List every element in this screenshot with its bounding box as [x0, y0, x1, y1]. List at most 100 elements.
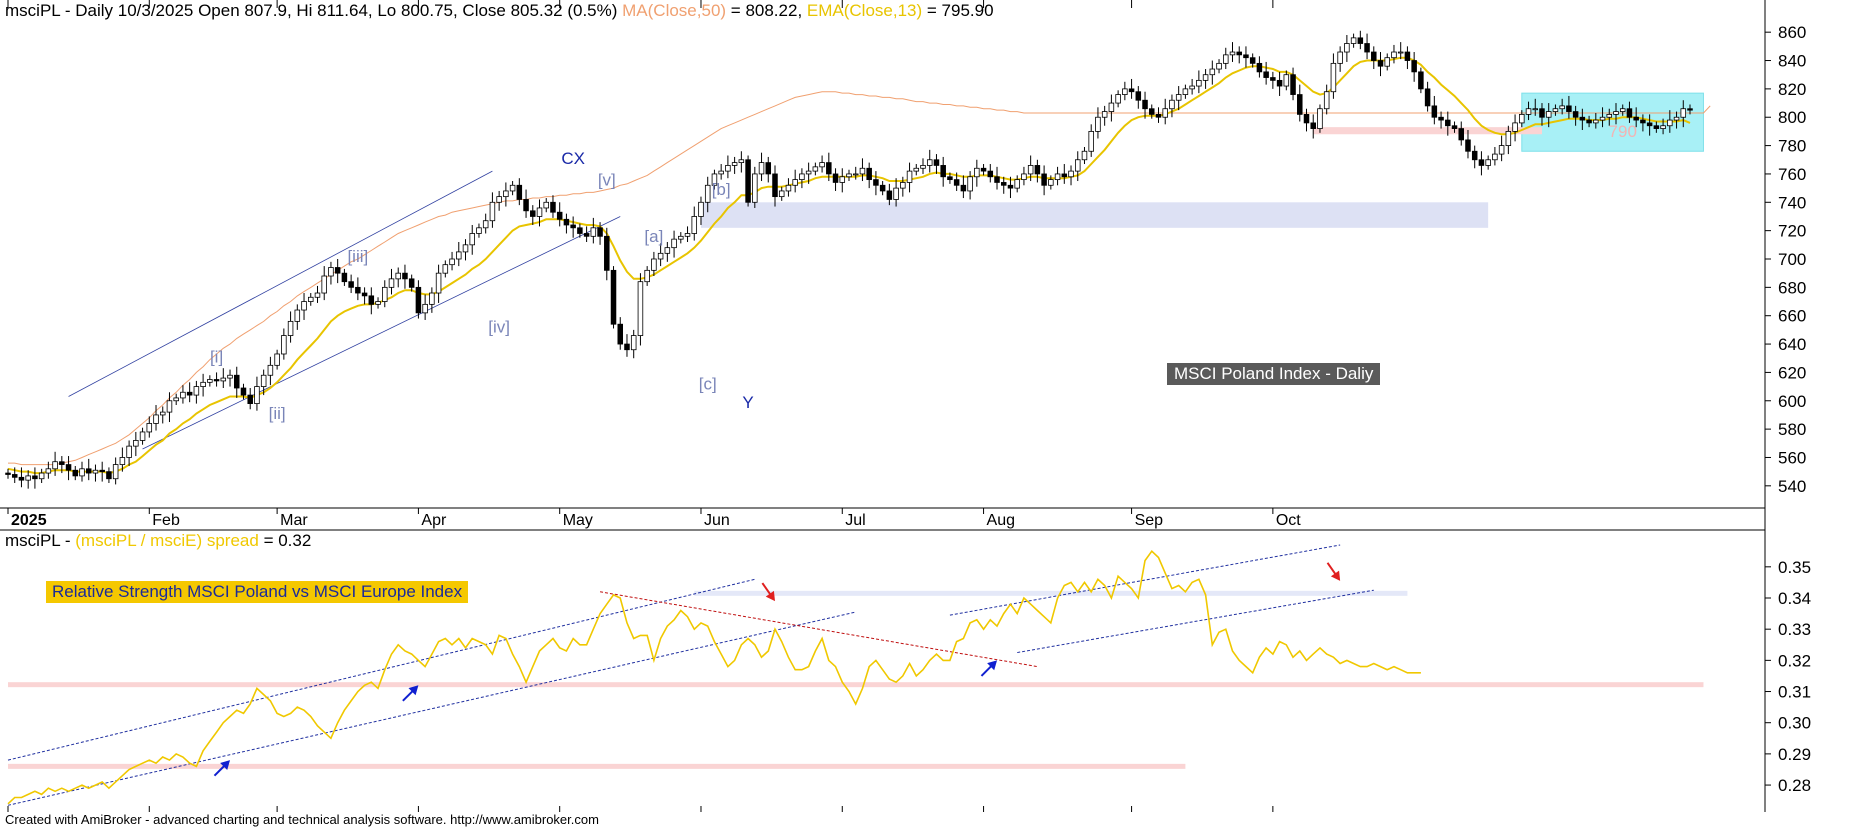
candle-body [1074, 159, 1081, 172]
candle-body [1377, 60, 1384, 67]
spread-y-tick-label: 0.32 [1778, 651, 1811, 670]
candle-body [1411, 60, 1417, 73]
candle-body [85, 468, 92, 474]
header-ema-value: = 795.90 [926, 1, 994, 20]
candle-body [1606, 114, 1613, 118]
candle-body [1431, 105, 1438, 118]
candle-body [375, 301, 381, 305]
candle-body [415, 286, 422, 314]
spread-y-tick-label: 0.35 [1778, 558, 1811, 577]
y-tick-label: 820 [1778, 80, 1806, 99]
candle-body [1525, 108, 1532, 115]
header-ema-label: EMA(Close,13) [806, 1, 923, 20]
annotation-label: 790 [1609, 122, 1637, 141]
candle-body [1135, 91, 1142, 101]
candle-body [987, 170, 994, 178]
candle-body [153, 414, 159, 424]
candle-body [940, 165, 946, 178]
candle-body [1000, 182, 1007, 186]
candle-body [772, 173, 778, 198]
candle-body [267, 364, 274, 376]
candle-body [1404, 51, 1411, 61]
candle-body [1371, 51, 1377, 61]
x-tick-label: Feb [152, 512, 180, 529]
spread-y-tick-label: 0.34 [1778, 589, 1811, 608]
candle-body [294, 309, 301, 322]
candle-body [1115, 94, 1121, 104]
candle-body [1297, 94, 1303, 115]
y-tick-label: 620 [1778, 363, 1806, 382]
spread-chart-title: Relative Strength MSCI Poland vs MSCI Eu… [46, 581, 469, 603]
spread-header-symbol: msciPL [5, 531, 61, 550]
candle-body [1021, 173, 1027, 181]
candle-body [1270, 77, 1276, 81]
candle-body [1149, 108, 1155, 115]
candle-body [59, 461, 65, 465]
footer-credit: Created with AmiBroker - advanced charti… [5, 812, 599, 827]
y-tick-label: 700 [1778, 250, 1806, 269]
candle-body [1229, 51, 1236, 56]
candle-body [933, 159, 940, 166]
candle-body [1182, 88, 1189, 95]
candle-body [879, 184, 886, 192]
candle-body [778, 190, 785, 198]
candle-body [173, 397, 179, 402]
candle-body [355, 286, 361, 294]
header-symbol: msciPL [5, 1, 61, 20]
candle-body [341, 272, 348, 283]
candle-body [1586, 119, 1592, 124]
candle-body [1034, 165, 1041, 175]
candle-body [1384, 57, 1390, 67]
candle-body [1512, 122, 1518, 132]
candle-body [1263, 71, 1269, 78]
candle-body [725, 165, 731, 172]
spread-y-tick-label: 0.30 [1778, 714, 1811, 733]
candle-body [1249, 57, 1256, 64]
arrow-down-2-head [1330, 570, 1341, 581]
candle-body [980, 167, 987, 172]
candle-body [893, 187, 899, 200]
candle-body [1175, 94, 1182, 101]
candle-body [805, 170, 812, 175]
spread-channel-upper-1 [7, 578, 755, 761]
candle-body [159, 411, 166, 416]
candle-body [281, 335, 287, 355]
candle-body [839, 176, 846, 183]
candle-body [1202, 74, 1209, 81]
candle-body [1619, 108, 1626, 112]
candle-body [1344, 43, 1350, 53]
y-tick-label: 740 [1778, 193, 1806, 212]
candle-body [530, 210, 536, 217]
wave-label: [v] [598, 170, 616, 189]
spread-header-label: (msciPL / msciE) spread [75, 531, 259, 550]
candle-body [1458, 128, 1465, 141]
candle-body [1505, 131, 1512, 146]
candle-body [1593, 119, 1599, 124]
candle-body [846, 173, 852, 178]
candle-body [112, 464, 119, 480]
spread-line [7, 549, 1421, 805]
candle-body [92, 469, 99, 474]
spread-pink-zone-mid [8, 682, 1704, 688]
ema13-line [7, 56, 1691, 475]
candle-body [1128, 88, 1135, 93]
candle-body [1485, 159, 1491, 166]
candle-body [926, 159, 933, 166]
candle-body [859, 167, 866, 175]
candle-body [597, 227, 603, 237]
candle-body [314, 292, 321, 298]
candle-body [52, 461, 58, 470]
wave-label: [ii] [269, 404, 286, 423]
x-tick-label: Sep [1135, 512, 1164, 529]
candle-body [476, 227, 482, 234]
candle-body [624, 343, 630, 351]
candle-body [1330, 62, 1337, 93]
candle-body [1196, 79, 1202, 87]
y-tick-label: 640 [1778, 335, 1806, 354]
candle-body [260, 374, 267, 387]
candle-body [1680, 108, 1687, 118]
y-tick-label: 720 [1778, 222, 1806, 241]
y-tick-label: 540 [1778, 477, 1806, 496]
header-ma-label: MA(Close,50) [622, 1, 727, 20]
